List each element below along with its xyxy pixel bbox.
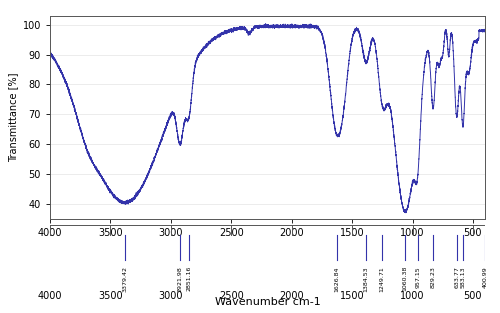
Text: 1500: 1500 (340, 291, 364, 301)
Text: Wavenumber cm-1: Wavenumber cm-1 (214, 297, 320, 307)
Text: 3000: 3000 (158, 291, 183, 301)
Text: 2500: 2500 (219, 291, 244, 301)
Text: 1626.84: 1626.84 (334, 266, 340, 291)
Text: 1384.53: 1384.53 (364, 266, 368, 292)
Text: 4000: 4000 (38, 291, 62, 301)
Text: 3379.42: 3379.42 (122, 266, 128, 292)
Text: 633.77: 633.77 (454, 266, 460, 288)
Text: 829.23: 829.23 (430, 266, 436, 288)
Text: 1249.71: 1249.71 (380, 266, 385, 292)
Text: 583.13: 583.13 (460, 266, 466, 288)
Text: 3500: 3500 (98, 291, 122, 301)
Text: 2000: 2000 (280, 291, 304, 301)
Text: 400.99: 400.99 (482, 266, 488, 288)
Text: 2921.98: 2921.98 (178, 266, 183, 292)
Text: 500: 500 (464, 291, 482, 301)
Text: 1060.38: 1060.38 (402, 266, 407, 291)
Text: 2851.16: 2851.16 (186, 266, 192, 291)
Text: 957.15: 957.15 (415, 266, 420, 288)
Y-axis label: Transmittance [%]: Transmittance [%] (8, 73, 18, 162)
Text: 1000: 1000 (400, 291, 425, 301)
